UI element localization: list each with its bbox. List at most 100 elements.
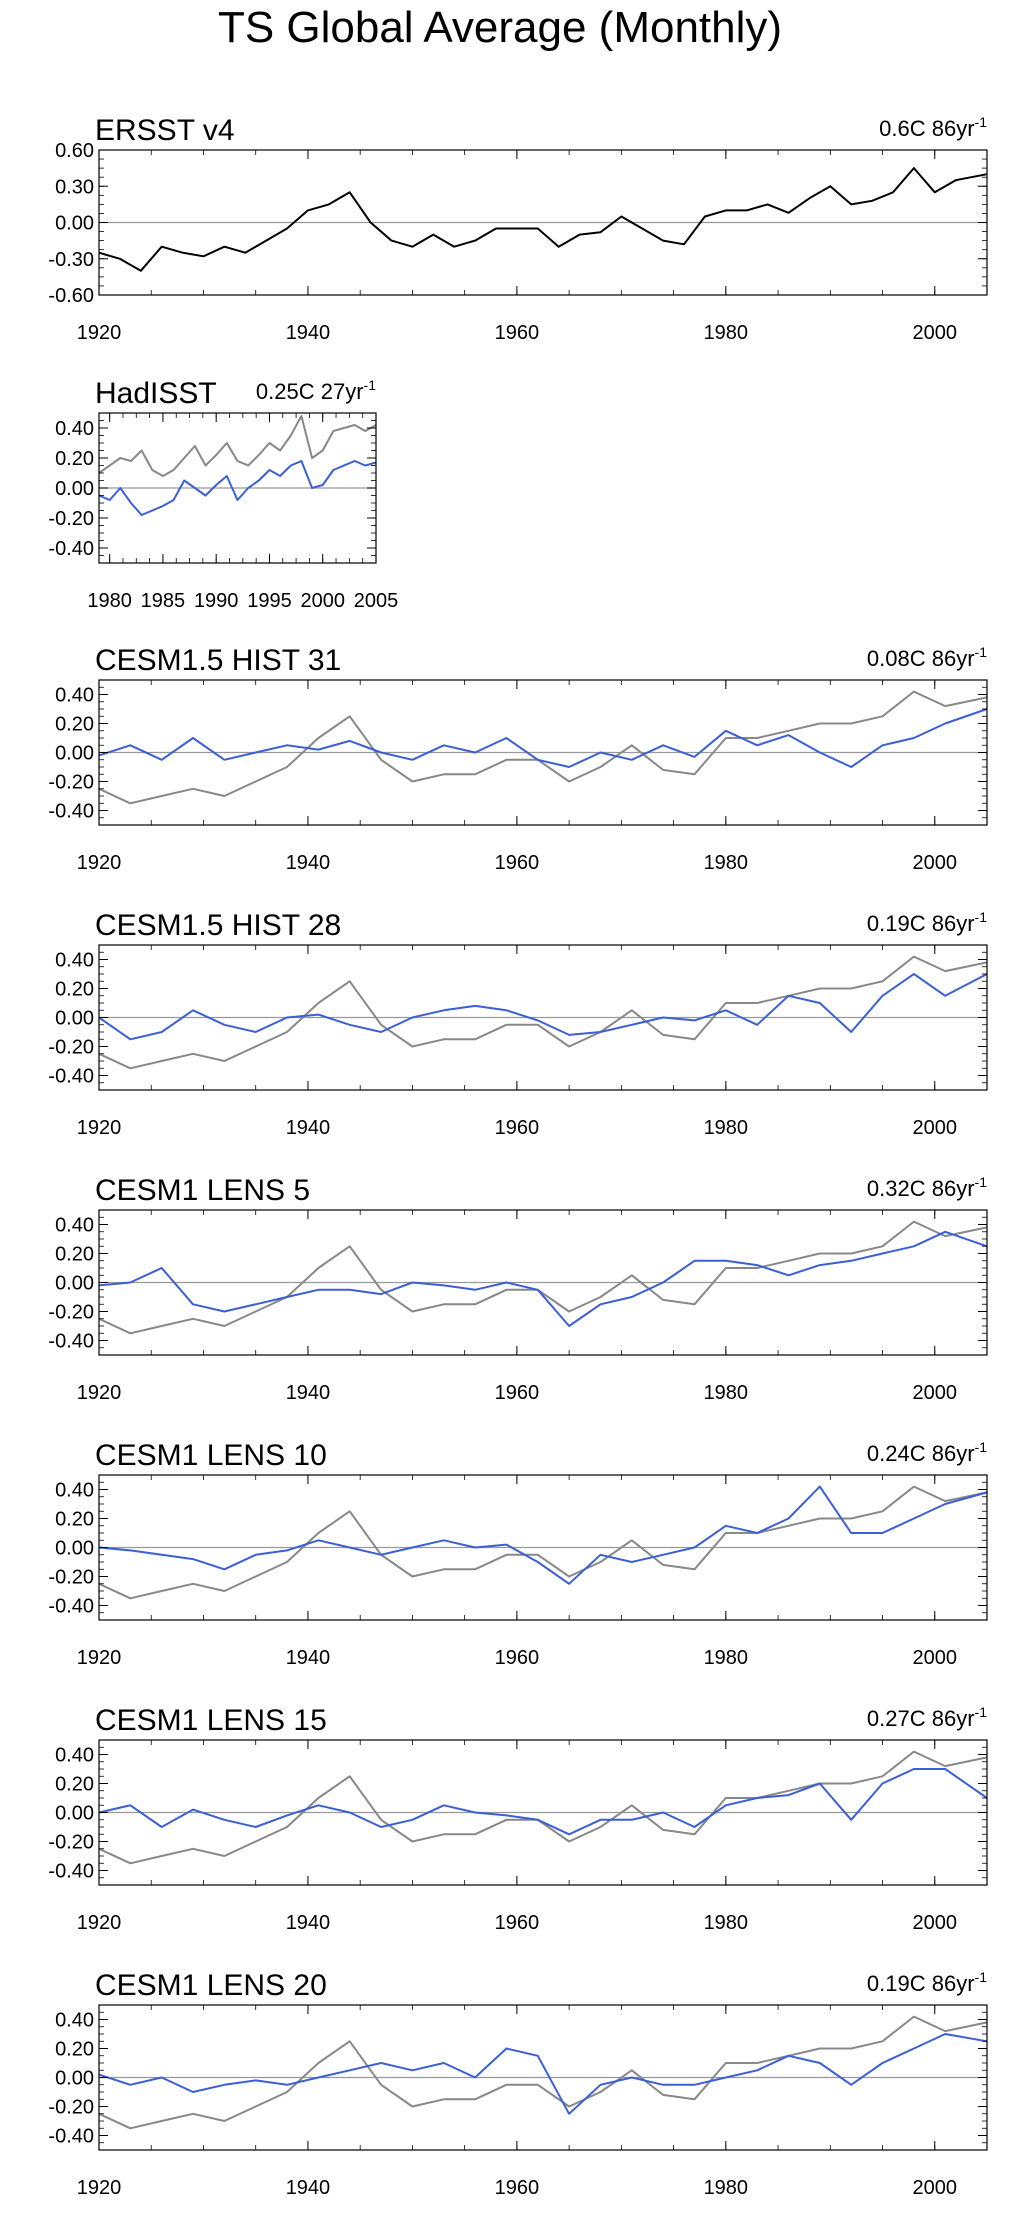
series-line-observed	[98, 415, 377, 477]
xtick-label: 2000	[913, 1117, 958, 1139]
xtick-label: 2005	[354, 590, 399, 612]
ytick-label: -0.40	[48, 538, 94, 560]
trend-value: 0.25C 27yr	[256, 379, 364, 404]
ytick-label: -0.20	[48, 2097, 94, 2119]
trend-exponent: -1	[975, 114, 988, 130]
xtick-label: 1980	[704, 322, 749, 344]
xtick-label: 1985	[141, 590, 186, 612]
ytick-label: 0.00	[55, 743, 94, 765]
trend-label: 0.19C 86yr-1	[867, 1969, 987, 1996]
panel-1: HadISST 0.25C 27yr-1 0.40 0.20 0.00 -0.20 -0.4…	[48, 377, 398, 612]
series-line-observed	[98, 955, 988, 1070]
trend-exponent: -1	[975, 909, 988, 925]
trend-value: 0.19C 86yr	[867, 1971, 975, 1996]
ytick-label: 0.30	[55, 176, 94, 198]
xtick-label: 1940	[286, 1647, 331, 1669]
trend-label: 0.08C 86yr-1	[867, 644, 987, 671]
xtick-label: 1960	[495, 1647, 540, 1669]
trend-exponent: -1	[975, 1174, 988, 1190]
xtick-label: 2000	[913, 2177, 958, 2199]
xtick-label: 2000	[913, 1912, 958, 1934]
ytick-label: -0.20	[48, 508, 94, 530]
series-line-model	[98, 2033, 988, 2115]
panel-title: CESM1.5 HIST 31	[95, 644, 341, 677]
ytick-label: -0.40	[48, 1331, 94, 1353]
xtick-label: 1960	[495, 322, 540, 344]
ytick-label: 0.60	[55, 140, 94, 162]
xtick-label: 1980	[704, 1647, 749, 1669]
xtick-label: 1920	[77, 1382, 122, 1404]
ytick-label: 0.20	[55, 1509, 94, 1531]
xtick-label: 1920	[77, 322, 122, 344]
ytick-label: -0.20	[48, 1302, 94, 1324]
trend-exponent: -1	[975, 1704, 988, 1720]
series-line-observed	[98, 2015, 988, 2130]
xtick-label: 1940	[286, 1382, 331, 1404]
xtick-label: 1940	[286, 852, 331, 874]
xtick-label: 1960	[495, 852, 540, 874]
panel-7: CESM1 LENS 20 0.19C 86yr-1 0.40 0.20 0.00 -0.…	[48, 1969, 988, 2199]
trend-exponent: -1	[975, 1969, 988, 1985]
ytick-label: 0.00	[55, 1008, 94, 1030]
trend-value: 0.19C 86yr	[867, 911, 975, 936]
trend-value: 0.24C 86yr	[867, 1441, 975, 1466]
ytick-label: -0.40	[48, 1066, 94, 1088]
trend-label: 0.6C 86yr-1	[879, 114, 987, 141]
series-line-observed	[98, 690, 988, 805]
ytick-label: 0.00	[55, 1273, 94, 1295]
ytick-label: 0.20	[55, 448, 94, 470]
trend-label: 0.32C 86yr-1	[867, 1174, 987, 1201]
ytick-label: -0.60	[48, 285, 94, 307]
panel-title: CESM1 LENS 20	[95, 1969, 327, 2002]
panel-2: CESM1.5 HIST 31 0.08C 86yr-1 0.40 0.20 0.00 -…	[48, 644, 988, 874]
xtick-label: 1920	[77, 1912, 122, 1934]
ytick-label: -0.20	[48, 1567, 94, 1589]
series-line-model	[98, 460, 377, 516]
series-line-observed	[98, 1750, 988, 1865]
xtick-label: 1960	[495, 2177, 540, 2199]
xtick-label: 1980	[704, 1382, 749, 1404]
ytick-label: 0.20	[55, 2039, 94, 2061]
ytick-label: 0.40	[55, 950, 94, 972]
panel-title: CESM1 LENS 15	[95, 1704, 327, 1737]
panel-5: CESM1 LENS 10 0.24C 86yr-1 0.40 0.20 0.00 -0.…	[48, 1439, 988, 1669]
panel-0: ERSST v4 0.6C 86yr-1 0.60 0.30 0.00 -0.30 -0.6…	[48, 114, 988, 344]
ytick-label: 0.00	[55, 478, 94, 500]
ytick-label: 0.40	[55, 1480, 94, 1502]
trend-label: 0.24C 86yr-1	[867, 1439, 987, 1466]
panel-title: CESM1.5 HIST 28	[95, 909, 341, 942]
xtick-label: 1940	[286, 2177, 331, 2199]
ytick-label: 0.40	[55, 2010, 94, 2032]
ytick-label: -0.40	[48, 2126, 94, 2148]
xtick-label: 2000	[913, 852, 958, 874]
ytick-label: -0.40	[48, 801, 94, 823]
xtick-label: 1990	[194, 590, 239, 612]
series-line-model	[98, 708, 988, 768]
panel-3: CESM1.5 HIST 28 0.19C 86yr-1 0.40 0.20 0.00 -…	[48, 909, 988, 1139]
ytick-label: 0.20	[55, 1244, 94, 1266]
trend-exponent: -1	[364, 377, 377, 393]
xtick-label: 1995	[247, 590, 292, 612]
ytick-label: -0.40	[48, 1596, 94, 1618]
ytick-label: -0.20	[48, 772, 94, 794]
xtick-label: 1920	[77, 2177, 122, 2199]
xtick-label: 1980	[704, 2177, 749, 2199]
ytick-label: 0.00	[55, 1803, 94, 1825]
ytick-label: 0.40	[55, 685, 94, 707]
ytick-label: -0.20	[48, 1037, 94, 1059]
series-line-observed	[98, 1485, 988, 1600]
xtick-label: 1960	[495, 1382, 540, 1404]
ytick-label: 0.20	[55, 1774, 94, 1796]
trend-label: 0.19C 86yr-1	[867, 909, 987, 936]
ytick-label: 0.20	[55, 714, 94, 736]
figure-title: TS Global Average (Monthly)	[218, 3, 782, 52]
xtick-label: 2000	[300, 590, 345, 612]
panel-title: ERSST v4	[95, 114, 235, 147]
xtick-label: 1980	[704, 852, 749, 874]
xtick-label: 1920	[77, 1117, 122, 1139]
xtick-label: 1980	[704, 1912, 749, 1934]
ytick-label: 0.40	[55, 1215, 94, 1237]
trend-value: 0.6C 86yr	[879, 116, 974, 141]
panel-title: HadISST	[95, 377, 217, 410]
